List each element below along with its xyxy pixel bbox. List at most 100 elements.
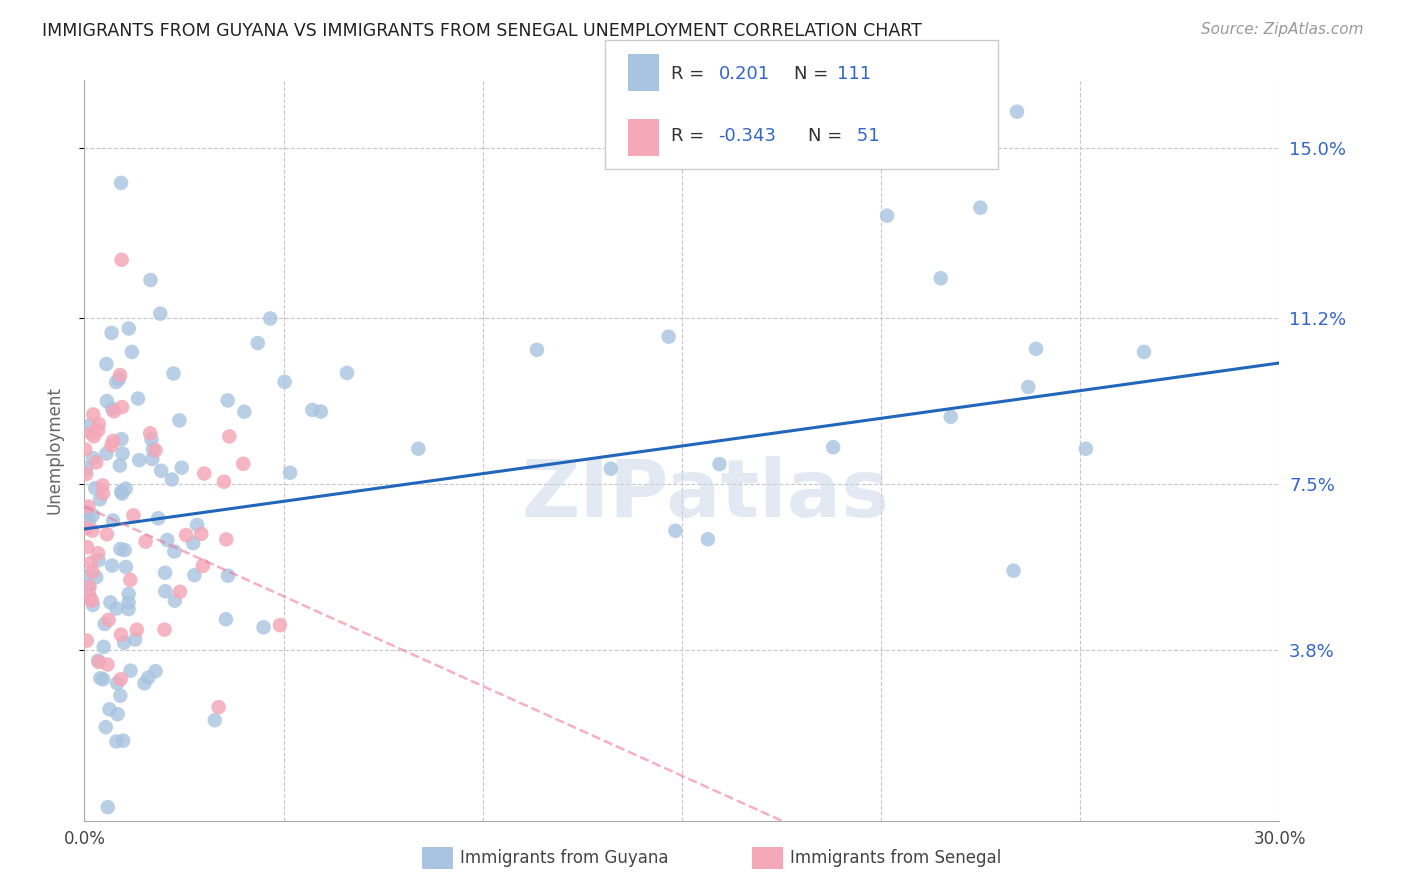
Point xyxy=(142,442,165,457)
Point xyxy=(75,569,97,583)
Point xyxy=(111,400,134,414)
Text: 51: 51 xyxy=(851,127,879,145)
Point xyxy=(139,273,162,287)
Point xyxy=(309,404,332,418)
Text: 111: 111 xyxy=(837,65,870,83)
Point xyxy=(217,568,239,582)
Point xyxy=(110,176,132,190)
Text: N =: N = xyxy=(794,65,834,83)
Point xyxy=(108,368,131,382)
Point xyxy=(76,540,98,554)
Point xyxy=(939,409,962,424)
Point xyxy=(117,595,139,609)
Point xyxy=(150,464,173,478)
Point xyxy=(1133,345,1156,359)
Point xyxy=(153,566,176,580)
Point xyxy=(82,451,104,466)
Point xyxy=(876,209,898,223)
Point xyxy=(278,466,301,480)
Point xyxy=(96,446,118,460)
Point xyxy=(110,541,132,556)
Text: R =: R = xyxy=(671,65,710,83)
Point xyxy=(117,587,139,601)
Point xyxy=(105,601,128,615)
Point xyxy=(204,713,226,727)
Point xyxy=(1017,380,1039,394)
Point xyxy=(120,573,142,587)
Point xyxy=(208,700,231,714)
Point xyxy=(76,505,98,519)
Text: N =: N = xyxy=(808,127,848,145)
Point xyxy=(336,366,359,380)
Point xyxy=(110,627,132,641)
Point xyxy=(155,584,177,599)
Point xyxy=(139,426,162,441)
Point xyxy=(526,343,548,357)
Point xyxy=(709,457,731,471)
Y-axis label: Unemployment: Unemployment xyxy=(45,386,63,515)
Point xyxy=(217,393,239,408)
Text: R =: R = xyxy=(671,127,710,145)
Point xyxy=(114,482,136,496)
Point xyxy=(190,526,212,541)
Text: Immigrants from Guyana: Immigrants from Guyana xyxy=(460,849,668,867)
Point xyxy=(112,733,135,747)
Point xyxy=(120,664,142,678)
Point xyxy=(82,408,104,422)
Point xyxy=(111,446,134,460)
Text: Immigrants from Senegal: Immigrants from Senegal xyxy=(790,849,1001,867)
Point xyxy=(134,676,156,690)
Point xyxy=(191,558,214,573)
Point xyxy=(105,676,128,690)
Point xyxy=(135,534,157,549)
Point xyxy=(121,345,143,359)
Point xyxy=(75,442,97,457)
Point xyxy=(96,357,118,371)
Point xyxy=(108,372,131,386)
Point xyxy=(100,595,122,609)
Point xyxy=(79,591,101,605)
Point xyxy=(101,513,124,527)
Point xyxy=(128,453,150,467)
Point xyxy=(969,201,991,215)
Point xyxy=(84,481,107,495)
Point xyxy=(110,484,132,499)
Point xyxy=(91,486,114,500)
Point xyxy=(112,635,135,649)
Point xyxy=(87,654,110,668)
Point xyxy=(87,553,110,567)
Point xyxy=(97,800,120,814)
Point xyxy=(273,375,295,389)
Point xyxy=(96,394,118,409)
Point xyxy=(1005,104,1028,119)
Point xyxy=(100,326,122,340)
Point xyxy=(80,556,103,570)
Point xyxy=(105,375,128,389)
Point xyxy=(89,492,111,507)
Point xyxy=(1002,564,1025,578)
Point xyxy=(84,455,107,469)
Point xyxy=(1074,442,1097,456)
Point xyxy=(148,511,170,525)
Point xyxy=(145,664,167,678)
Point xyxy=(82,524,104,538)
Point xyxy=(408,442,430,456)
Point xyxy=(111,486,134,500)
Point xyxy=(96,527,118,541)
Point xyxy=(153,623,176,637)
Point xyxy=(163,593,186,607)
Point xyxy=(80,593,103,607)
Point xyxy=(193,467,215,481)
Point xyxy=(118,321,141,335)
Point xyxy=(101,434,124,448)
Text: IMMIGRANTS FROM GUYANA VS IMMIGRANTS FROM SENEGAL UNEMPLOYMENT CORRELATION CHART: IMMIGRANTS FROM GUYANA VS IMMIGRANTS FRO… xyxy=(42,22,922,40)
Point xyxy=(100,438,122,452)
Point xyxy=(117,602,139,616)
Point xyxy=(75,461,97,475)
Point xyxy=(174,528,197,542)
Point xyxy=(93,640,115,654)
Point xyxy=(91,672,114,686)
Point xyxy=(83,429,105,443)
Point xyxy=(183,568,205,582)
Point xyxy=(105,734,128,748)
